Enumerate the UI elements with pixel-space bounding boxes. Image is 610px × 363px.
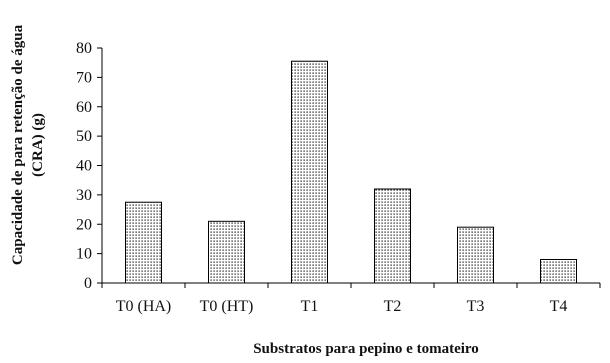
x-tick-label: T1 bbox=[301, 298, 319, 315]
x-tick-label: T4 bbox=[550, 298, 568, 315]
x-tick-label: T0 (HT) bbox=[200, 298, 254, 315]
bar-t3 bbox=[457, 226, 494, 284]
bar-t0-ht bbox=[208, 220, 245, 284]
y-tick-label: 70 bbox=[76, 69, 92, 86]
x-axis-ticks: T0 (HA) T0 (HT) T1 T2 T3 T4 bbox=[101, 283, 601, 315]
y-tick-label: 80 bbox=[76, 40, 92, 57]
y-tick-label: 20 bbox=[76, 216, 92, 233]
y-axis-title: Capacidade de para retenção de água (CRA… bbox=[10, 24, 46, 265]
bar-t1 bbox=[291, 60, 328, 284]
bar-t0-ha bbox=[125, 201, 162, 284]
y-axis-title-line2: (CRA) (g) bbox=[30, 113, 46, 177]
x-tick-label: T0 (HA) bbox=[116, 298, 172, 315]
y-tick-label: 30 bbox=[76, 187, 92, 204]
bars bbox=[125, 60, 577, 284]
x-axis-title: Substratos para pepino e tomateiro bbox=[253, 341, 479, 357]
x-tick-label: T3 bbox=[467, 298, 485, 315]
x-tick-label: T2 bbox=[384, 298, 402, 315]
y-tick-label: 0 bbox=[84, 275, 92, 292]
y-axis-title-line1: Capacidade de para retenção de água bbox=[10, 24, 26, 265]
y-tick-label: 10 bbox=[76, 246, 92, 263]
y-tick-label: 60 bbox=[76, 99, 92, 116]
y-axis-ticks: 0 10 20 30 40 50 60 70 80 bbox=[76, 40, 102, 292]
y-tick-label: 40 bbox=[76, 158, 92, 175]
bar-t4 bbox=[540, 259, 577, 284]
bar-t2 bbox=[374, 188, 411, 284]
y-tick-label: 50 bbox=[76, 128, 92, 145]
